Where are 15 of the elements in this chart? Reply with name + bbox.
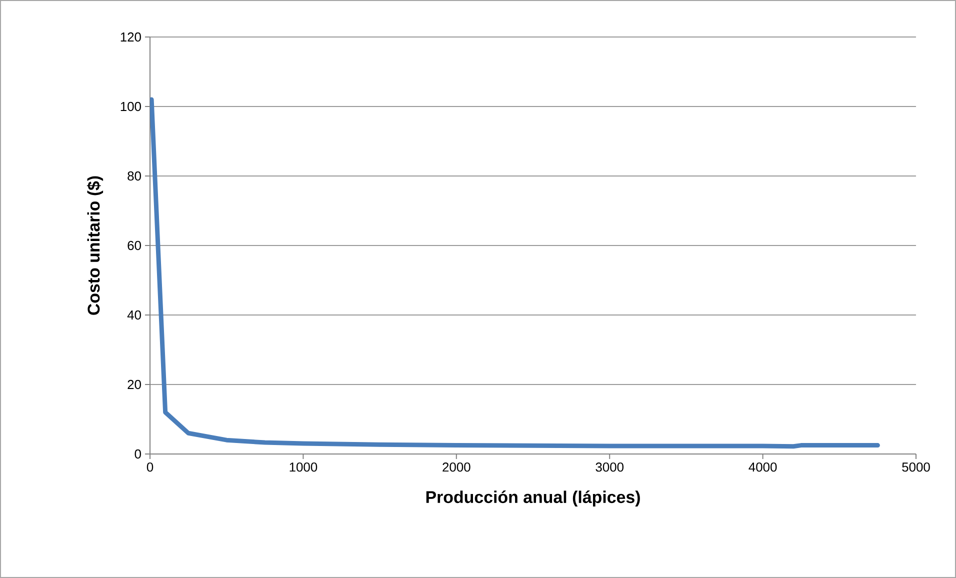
x-tick-label: 1000 [290, 462, 318, 472]
y-tick-label: 0 [134, 449, 141, 459]
x-tick-label: 4000 [748, 462, 777, 472]
y-tick-label: 60 [128, 240, 141, 250]
y-tick-label: 80 [128, 171, 141, 181]
x-axis-title: Producción anual (lápices) [426, 490, 640, 506]
y-axis-title: Costo unitario ($) [86, 176, 104, 315]
x-tick-label: 0 [146, 462, 154, 472]
y-tick-label: 40 [127, 310, 141, 320]
y-tick-label: 120 [120, 32, 141, 42]
y-tick-label: 20 [128, 380, 141, 390]
x-tick-label: 3000 [596, 462, 624, 472]
x-tick-label: 5000 [902, 462, 930, 472]
x-tick-label: 2000 [442, 462, 470, 472]
y-tick-label: 100 [120, 102, 141, 112]
